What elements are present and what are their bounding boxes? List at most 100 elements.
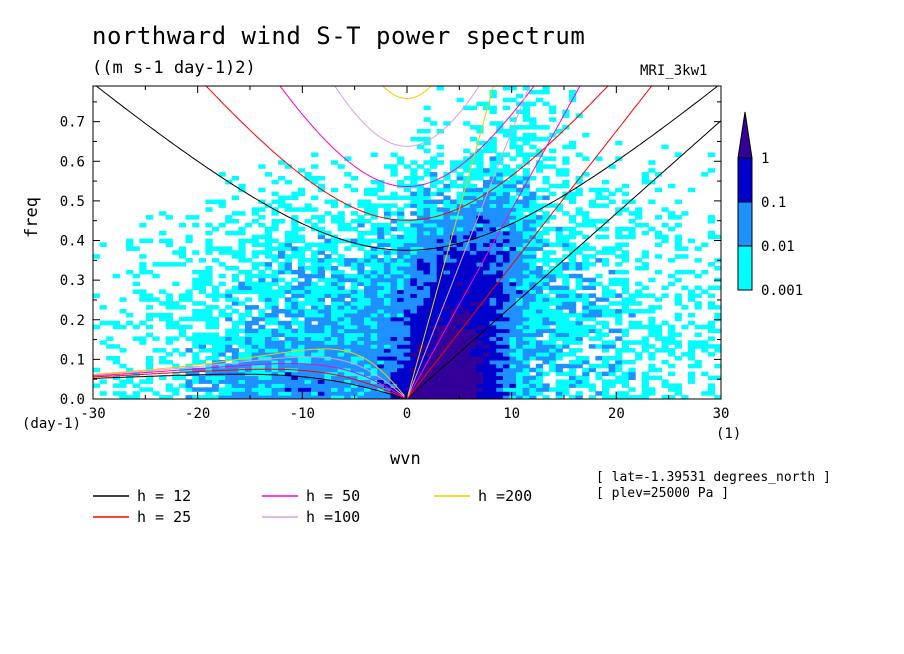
spectrum-cell <box>264 356 273 361</box>
spectrum-cell <box>502 211 511 216</box>
spectrum-cell <box>496 121 504 126</box>
spectrum-cell <box>278 219 286 224</box>
spectrum-cell <box>542 262 550 267</box>
spectrum-cell <box>522 340 530 345</box>
spectrum-cell <box>370 269 378 275</box>
spectrum-cell <box>284 195 292 200</box>
legend-label: h = 12 <box>137 487 191 505</box>
spectrum-cell <box>463 316 471 322</box>
spectrum-cell <box>707 344 715 349</box>
spectrum-cell <box>284 305 292 310</box>
spectrum-cell <box>297 234 306 240</box>
spectrum-cell <box>582 254 590 259</box>
spectrum-cell <box>245 281 253 287</box>
spectrum-cell <box>489 195 497 200</box>
spectrum-cell <box>331 332 339 337</box>
spectrum-cell <box>397 258 405 263</box>
spectrum-cell <box>661 379 669 384</box>
spectrum-cell <box>205 367 213 373</box>
spectrum-cell <box>595 375 603 380</box>
spectrum-cell <box>489 191 497 197</box>
spectrum-cell <box>291 375 299 380</box>
rossby-wave-curve <box>93 373 405 399</box>
spectrum-cell <box>502 367 511 373</box>
spectrum-cell <box>681 352 689 357</box>
spectrum-cell <box>496 172 504 177</box>
kelvin-curve <box>406 86 581 399</box>
spectrum-cell <box>502 254 511 259</box>
spectrum-cell <box>331 312 339 318</box>
spectrum-cell <box>264 336 273 341</box>
spectrum-cell <box>502 172 511 177</box>
spectrum-cell <box>615 293 623 298</box>
spectrum-cell <box>324 254 332 259</box>
spectrum-cell <box>397 269 405 275</box>
spectrum-cell <box>350 176 358 181</box>
spectrum-cell <box>509 379 517 384</box>
spectrum-cell <box>238 226 246 232</box>
spectrum-cell <box>496 312 504 318</box>
spectrum-cell <box>403 219 411 224</box>
spectrum-cell <box>496 297 504 302</box>
spectrum-cell <box>648 344 656 349</box>
spectrum-cell <box>555 285 563 290</box>
spectrum-cell <box>469 230 477 236</box>
spectrum-cell <box>542 305 550 310</box>
spectrum-cell <box>410 340 418 345</box>
spectrum-cell <box>443 340 451 345</box>
spectrum-cell <box>423 199 431 204</box>
spectrum-cell <box>628 234 636 240</box>
spectrum-cell <box>423 136 431 142</box>
spectrum-cell <box>383 242 392 247</box>
spectrum-cell <box>410 316 418 322</box>
spectrum-cell <box>443 395 451 399</box>
spectrum-cell <box>145 332 154 337</box>
spectrum-cell <box>251 242 259 247</box>
spectrum-cell <box>337 258 345 263</box>
spectrum-cell <box>615 234 623 240</box>
spectrum-cell <box>317 305 325 310</box>
spectrum-cell <box>628 340 636 345</box>
spectrum-cell <box>549 356 557 361</box>
spectrum-cell <box>476 316 484 322</box>
spectrum-cell <box>529 273 537 279</box>
spectrum-cell <box>231 289 239 294</box>
spectrum-cell <box>535 195 544 200</box>
spectrum-cell <box>357 359 365 365</box>
legend-label: h =200 <box>478 487 532 505</box>
spectrum-cell <box>615 336 623 341</box>
spectrum-cell <box>463 199 471 204</box>
spectrum-cell <box>350 316 358 322</box>
spectrum-cell <box>331 356 339 361</box>
spectrum-cell <box>516 176 524 181</box>
spectrum-cell <box>370 336 378 341</box>
spectrum-cell <box>291 195 299 200</box>
spectrum-cell <box>522 101 530 107</box>
spectrum-cell <box>450 359 458 365</box>
spectrum-cell <box>304 219 312 224</box>
spectrum-cell <box>509 391 517 396</box>
spectrum-cell <box>575 297 583 302</box>
spectrum-cell <box>661 207 669 212</box>
spectrum-cell <box>397 348 405 353</box>
spectrum-cell <box>476 203 484 208</box>
spectrum-cell <box>621 328 629 334</box>
kelvin-curve <box>406 86 494 399</box>
spectrum-cell <box>509 132 517 138</box>
spectrum-cell <box>284 301 292 306</box>
spectrum-cell <box>317 215 325 220</box>
spectrum-cell <box>231 277 239 283</box>
spectrum-cell <box>516 144 524 150</box>
spectrum-cell <box>304 297 312 302</box>
spectrum-cell <box>456 305 464 310</box>
spectrum-cell <box>476 328 484 334</box>
spectrum-cell <box>278 320 286 326</box>
spectrum-cell <box>694 246 702 251</box>
spectrum-cell <box>621 258 629 263</box>
spectrum-cell <box>331 383 339 388</box>
spectrum-cell <box>509 168 517 173</box>
spectrum-cell <box>443 363 451 369</box>
spectrum-cell <box>463 312 471 318</box>
spectrum-cell <box>304 356 312 361</box>
spectrum-cell <box>496 320 504 326</box>
